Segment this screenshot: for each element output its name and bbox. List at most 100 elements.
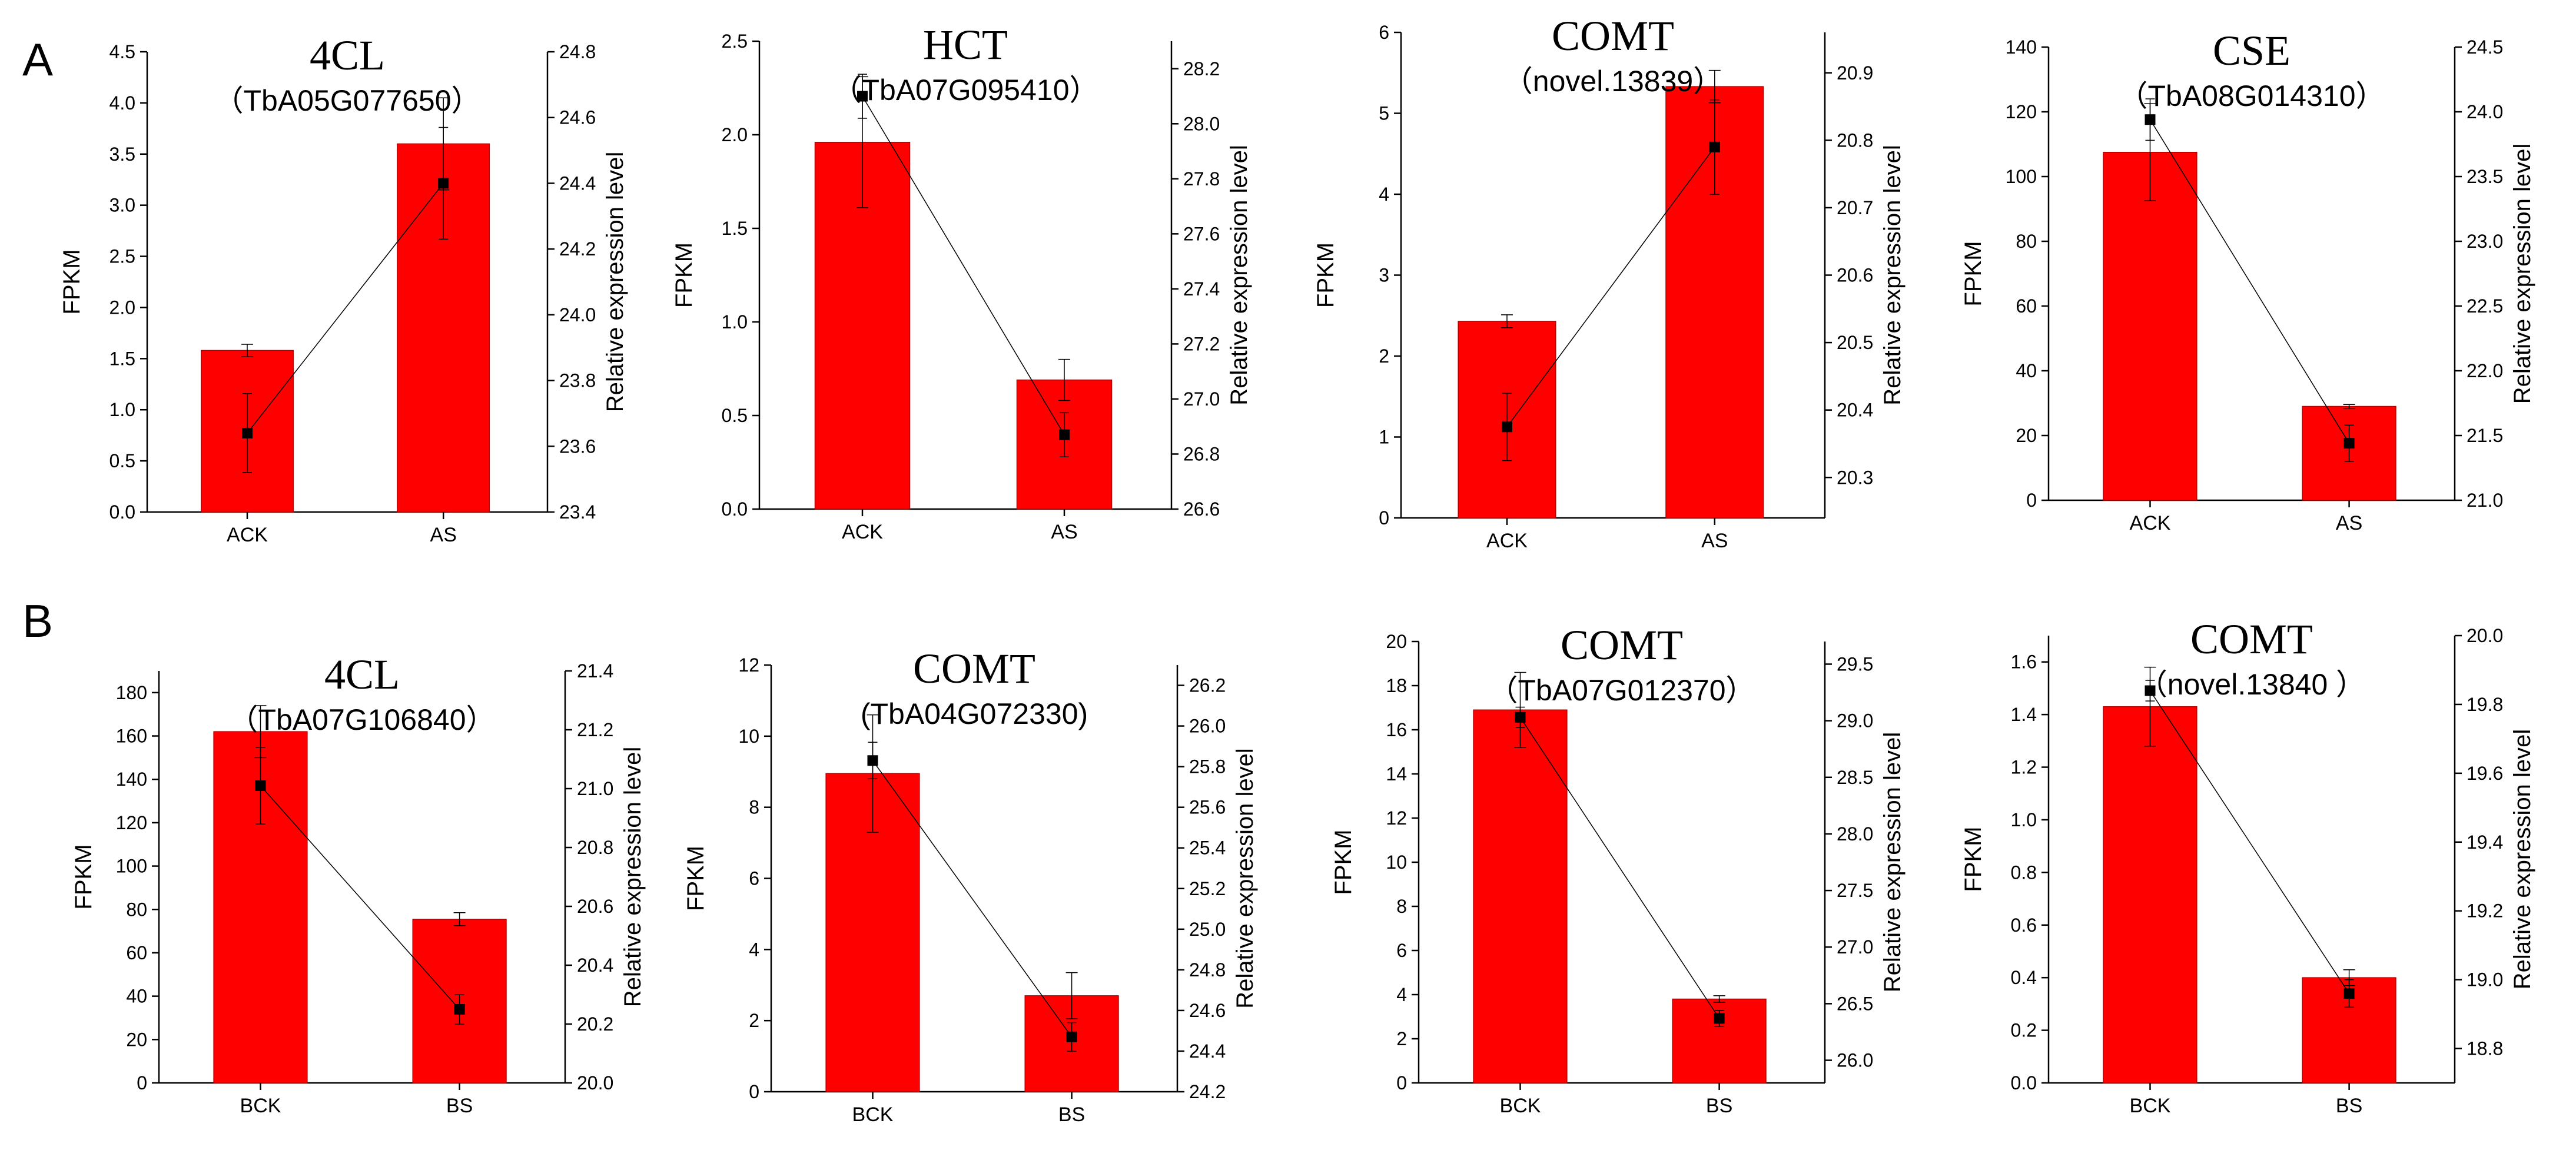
y2-tick-label: 24.0 <box>559 304 596 325</box>
y-tick-label: 10 <box>738 726 759 747</box>
line-point <box>1502 421 1512 433</box>
y2-tick-label: 26.2 <box>1189 675 1226 696</box>
line-point <box>2145 114 2156 125</box>
y-tick-label: 5 <box>1379 103 1389 124</box>
y-tick-label: 0 <box>1379 507 1389 529</box>
y-tick-label: 4.0 <box>109 92 135 114</box>
chart-5: 0 20 40 60 80 100 120 140 160 180 20.0 20.2 20.4 20.6… <box>71 651 646 1117</box>
y-axis-label: FPKM <box>59 249 85 314</box>
y2-tick-label: 28.5 <box>1837 767 1873 788</box>
y2-tick-label: 21.5 <box>2467 425 2503 446</box>
y2-tick-label: 19.6 <box>2467 763 2503 784</box>
category-label: BCK <box>2130 1095 2171 1117</box>
y-tick-label: 2 <box>749 1010 759 1031</box>
gene-name: COMT <box>2190 616 2313 663</box>
y2-axis-label: Relative expression level <box>620 747 646 1007</box>
gene-name: 4CL <box>324 651 400 698</box>
y2-tick-label: 19.2 <box>2467 900 2503 922</box>
category-label: AS <box>1701 530 1728 552</box>
y2-tick-label: 26.0 <box>1837 1050 1873 1071</box>
panel-letter-a: A <box>22 34 53 85</box>
y2-tick-label: 24.4 <box>1189 1041 1226 1062</box>
bar <box>412 919 507 1083</box>
y-axis-label: FPKM <box>1313 242 1339 308</box>
y2-tick-label: 20.7 <box>1837 197 1873 218</box>
y-tick-label: 0.0 <box>109 501 135 523</box>
y2-axis-label: Relative expression level <box>1880 732 1906 992</box>
gene-id: （novel.13840 ） <box>2138 668 2365 701</box>
y-tick-label: 0.5 <box>722 405 748 426</box>
y2-tick-label: 24.6 <box>559 107 596 128</box>
y-tick-label: 12 <box>738 654 759 676</box>
y2-tick-label: 27.5 <box>1837 880 1873 901</box>
y2-tick-label: 27.8 <box>1183 168 1220 190</box>
line-series <box>862 96 1065 436</box>
y2-tick-label: 29.0 <box>1837 710 1873 732</box>
chart-2: 0.0 0.5 1.0 1.5 2.0 2.5 26.6 26.8 27.0 27.2 27.4 27… <box>671 21 1252 543</box>
charts-group: 0.00.51.01.52.02.53.03.54.04.523.423.623… <box>59 12 2535 1126</box>
y2-tick-label: 26.5 <box>1837 993 1873 1014</box>
y2-tick-label: 26.8 <box>1183 443 1220 464</box>
line-point <box>255 780 266 791</box>
line-series <box>1506 147 1715 427</box>
y-tick-label: 4 <box>749 939 759 960</box>
y2-tick-label: 21.0 <box>577 778 613 799</box>
y-tick-label: 60 <box>126 942 147 963</box>
y2-tick-label: 23.0 <box>2467 231 2503 252</box>
y-tick-label: 0 <box>2026 490 2037 511</box>
y-tick-label: 40 <box>126 986 147 1007</box>
y2-tick-label: 27.0 <box>1837 936 1873 958</box>
bar <box>1473 709 1568 1083</box>
y2-tick-label: 24.2 <box>1189 1081 1226 1102</box>
line-series <box>247 182 444 434</box>
line-series <box>1519 717 1720 1019</box>
y2-tick-label: 18.8 <box>2467 1038 2503 1059</box>
y-tick-label: 1.6 <box>2011 652 2037 673</box>
y-tick-label: 4 <box>1396 984 1407 1005</box>
line-point <box>454 1004 465 1015</box>
y2-axis-label: Relative expression level <box>1232 748 1258 1008</box>
y2-tick-label: 27.6 <box>1183 223 1220 244</box>
category-label: BCK <box>240 1095 281 1117</box>
line-series <box>260 785 460 1010</box>
y-axis-label: FPKM <box>671 242 697 308</box>
y2-tick-label: 21.4 <box>577 660 613 682</box>
y-tick-label: 20 <box>126 1029 147 1050</box>
y2-tick-label: 25.2 <box>1189 878 1226 899</box>
y2-tick-label: 26.6 <box>1183 498 1220 520</box>
y-tick-label: 8 <box>749 797 759 818</box>
line-series <box>2149 119 2350 444</box>
y-tick-label: 4 <box>1379 184 1389 205</box>
y-tick-label: 20 <box>1386 631 1407 652</box>
y-tick-label: 20 <box>2016 425 2037 446</box>
y-tick-label: 4.5 <box>109 41 135 62</box>
category-label: ACK <box>842 521 883 543</box>
y2-tick-label: 23.4 <box>559 501 596 523</box>
y-tick-label: 80 <box>2016 231 2037 252</box>
gene-name: COMT <box>913 645 1035 692</box>
y-tick-label: 2 <box>1396 1028 1407 1049</box>
chart-6: 0 2 4 6 8 10 12 24.2 24.4 24.6 24.8 25.0 25.2 25.4 25.… <box>683 645 1258 1126</box>
y-tick-label: 1.2 <box>2011 757 2037 778</box>
y2-tick-label: 19.0 <box>2467 969 2503 991</box>
y-tick-label: 2.0 <box>722 124 748 145</box>
gene-name: HCT <box>923 21 1008 68</box>
line-point <box>2145 685 2156 696</box>
line-point <box>1059 429 1070 440</box>
y-tick-label: 18 <box>1386 675 1407 696</box>
y-tick-label: 14 <box>1386 763 1407 785</box>
y2-tick-label: 22.0 <box>2467 360 2503 381</box>
y-axis-label: FPKM <box>683 846 709 911</box>
y2-tick-label: 26.0 <box>1189 716 1226 737</box>
y-tick-label: 120 <box>2006 101 2037 122</box>
y-tick-label: 0.8 <box>2011 862 2037 883</box>
y-tick-label: 6 <box>1379 22 1389 43</box>
y2-tick-label: 20.6 <box>1837 265 1873 286</box>
y-tick-label: 180 <box>116 682 147 703</box>
y-tick-label: 100 <box>2006 166 2037 187</box>
chart-8: 0.0 0.2 0.4 0.6 0.8 1.0 1.2 1.4 1.6 18.8 19.0 19.2 1… <box>1960 616 2535 1117</box>
y2-tick-label: 23.8 <box>559 370 596 391</box>
y-tick-label: 10 <box>1386 852 1407 873</box>
y-tick-label: 160 <box>116 726 147 747</box>
y2-tick-label: 27.0 <box>1183 388 1220 410</box>
